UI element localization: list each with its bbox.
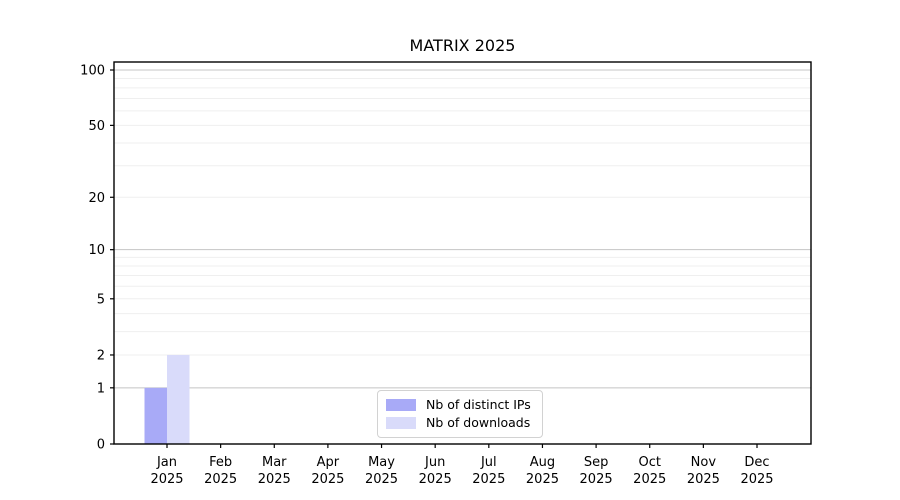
x-tick-label-year-mar: 2025 <box>258 472 291 487</box>
x-tick-label-month-feb: Feb <box>209 455 232 470</box>
x-tick-label-month-jan: Jan <box>156 455 177 470</box>
x-tick-label-month-jun: Jun <box>424 455 445 470</box>
x-tick-label-month-jul: Jul <box>480 455 497 470</box>
legend-swatch-downloads <box>386 416 416 429</box>
x-tick-label-year-jun: 2025 <box>419 472 452 487</box>
x-tick-label-month-may: May <box>368 455 395 470</box>
x-tick-label-month-sep: Sep <box>584 455 609 470</box>
x-tick-label-month-oct: Oct <box>638 455 660 470</box>
y-tick-label-20: 20 <box>88 191 105 206</box>
legend: Nb of distinct IPs Nb of downloads <box>377 390 543 438</box>
axes-spines <box>113 61 812 445</box>
bar-distinct-ips-jan <box>144 387 167 444</box>
x-tick-label-year-oct: 2025 <box>633 472 666 487</box>
x-tick-label-month-apr: Apr <box>317 455 340 470</box>
y-tick-label-2: 2 <box>97 348 105 363</box>
x-tick-label-month-aug: Aug <box>530 455 555 470</box>
y-tick-label-100: 100 <box>80 64 105 79</box>
x-tick-label-year-nov: 2025 <box>687 472 720 487</box>
x-tick-label-year-apr: 2025 <box>311 472 344 487</box>
y-tick-label-5: 5 <box>97 292 105 307</box>
x-tick-label-year-may: 2025 <box>365 472 398 487</box>
bar-downloads-jan <box>167 354 190 444</box>
legend-label-downloads: Nb of downloads <box>426 414 531 430</box>
y-tick-label-0: 0 <box>97 438 105 453</box>
x-tick-label-year-feb: 2025 <box>204 472 237 487</box>
y-tick-label-50: 50 <box>88 119 105 134</box>
x-tick-label-year-jan: 2025 <box>150 472 183 487</box>
legend-label-distinct-ips: Nb of distinct IPs <box>426 397 531 412</box>
x-tick-label-month-mar: Mar <box>262 455 287 470</box>
chart-title: MATRIX 2025 <box>409 36 516 55</box>
legend-swatch-distinct-ips <box>386 399 416 412</box>
y-tick-label-1: 1 <box>97 381 105 396</box>
legend-item-downloads: Nb of downloads <box>386 414 534 430</box>
x-tick-label-month-dec: Dec <box>744 455 769 470</box>
y-tick-label-10: 10 <box>88 243 105 258</box>
x-tick-label-year-aug: 2025 <box>526 472 559 487</box>
legend-item-distinct-ips: Nb of distinct IPs <box>386 397 534 412</box>
x-tick-label-year-dec: 2025 <box>740 472 773 487</box>
x-tick-label-month-nov: Nov <box>691 455 717 470</box>
x-tick-label-year-sep: 2025 <box>580 472 613 487</box>
x-tick-label-year-jul: 2025 <box>472 472 505 487</box>
